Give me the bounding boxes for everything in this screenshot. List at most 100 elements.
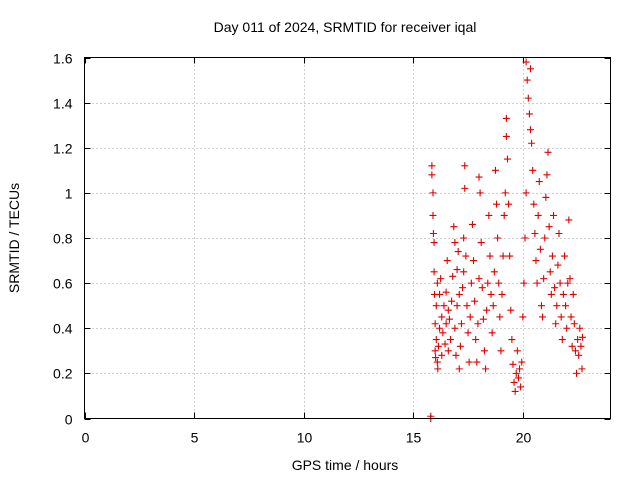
data-point <box>432 354 440 362</box>
data-point <box>437 275 445 283</box>
data-point <box>576 324 584 332</box>
data-point <box>539 313 547 321</box>
data-point <box>455 365 463 373</box>
data-point <box>482 365 490 373</box>
x-axis-title: GPS time / hours <box>292 457 399 473</box>
data-point <box>574 336 582 344</box>
data-point <box>432 336 440 344</box>
data-point <box>443 257 451 265</box>
data-point <box>444 347 452 355</box>
data-point <box>555 229 563 237</box>
data-point <box>566 275 574 283</box>
data-point <box>442 320 450 328</box>
data-point <box>436 324 444 332</box>
data-point <box>428 171 436 179</box>
data-point <box>491 166 499 174</box>
axis-ticks <box>84 57 611 420</box>
data-point <box>545 223 553 231</box>
data-point <box>530 200 538 208</box>
y-tick-label: 0.6 <box>53 276 73 292</box>
data-point <box>548 252 556 260</box>
data-point <box>472 336 480 344</box>
y-tick-label: 0.2 <box>53 366 73 382</box>
data-point <box>560 252 568 260</box>
data-point <box>550 211 558 219</box>
data-point <box>440 302 448 310</box>
data-point <box>450 223 458 231</box>
x-tick-label: 10 <box>297 430 313 446</box>
data-point <box>463 302 471 310</box>
data-point <box>451 239 459 247</box>
data-point <box>519 313 527 321</box>
data-point <box>442 288 450 296</box>
data-point <box>476 189 484 197</box>
data-point <box>434 365 442 373</box>
data-point <box>433 279 441 287</box>
data-point <box>485 211 493 219</box>
data-point <box>454 248 462 256</box>
data-point <box>516 365 524 373</box>
data-point <box>429 211 437 219</box>
x-tick-label: 5 <box>191 430 199 446</box>
data-point <box>464 329 472 337</box>
data-point <box>500 211 508 219</box>
data-point <box>546 268 554 276</box>
data-point <box>460 268 468 276</box>
data-point <box>490 268 498 276</box>
data-point <box>578 333 586 341</box>
data-point <box>489 302 497 310</box>
data-point <box>524 94 532 102</box>
data-point <box>506 252 514 260</box>
data-point <box>508 336 516 344</box>
y-axis-title: SRMTID / TECUs <box>6 183 22 293</box>
x-tick-label: 0 <box>82 430 90 446</box>
data-point <box>544 148 552 156</box>
data-points <box>427 58 586 422</box>
data-point <box>557 313 565 321</box>
data-point <box>497 347 505 355</box>
data-point <box>461 184 469 192</box>
data-point <box>431 320 439 328</box>
data-point <box>501 189 509 197</box>
data-point <box>529 166 537 174</box>
data-point <box>467 279 475 287</box>
data-point <box>455 290 463 298</box>
data-point <box>553 302 561 310</box>
y-tick-label: 0.8 <box>53 231 73 247</box>
data-point <box>477 239 485 247</box>
data-point <box>453 266 461 274</box>
data-point <box>523 76 531 84</box>
data-point <box>473 358 481 366</box>
data-point <box>448 297 456 305</box>
data-point <box>541 234 549 242</box>
data-point <box>547 290 555 298</box>
data-point <box>459 284 467 292</box>
data-point <box>468 220 476 228</box>
data-point <box>452 351 460 359</box>
data-point <box>517 383 525 391</box>
data-point <box>430 268 438 276</box>
data-point <box>518 358 526 366</box>
data-point <box>505 200 513 208</box>
data-point <box>536 245 544 253</box>
data-point <box>509 360 517 368</box>
data-point <box>487 290 495 298</box>
data-point <box>543 171 551 179</box>
data-point <box>570 320 578 328</box>
data-point <box>493 200 501 208</box>
data-point <box>559 290 567 298</box>
data-point <box>434 342 442 350</box>
y-tick-label: 1.6 <box>53 51 73 67</box>
data-point <box>556 279 564 287</box>
data-point <box>429 229 437 237</box>
data-point <box>562 302 570 310</box>
data-point <box>430 239 438 247</box>
data-point <box>449 272 457 280</box>
data-point <box>564 279 572 287</box>
y-tick-label: 1.4 <box>53 96 73 112</box>
data-point <box>479 315 487 323</box>
data-point <box>511 387 519 395</box>
data-point <box>431 347 439 355</box>
